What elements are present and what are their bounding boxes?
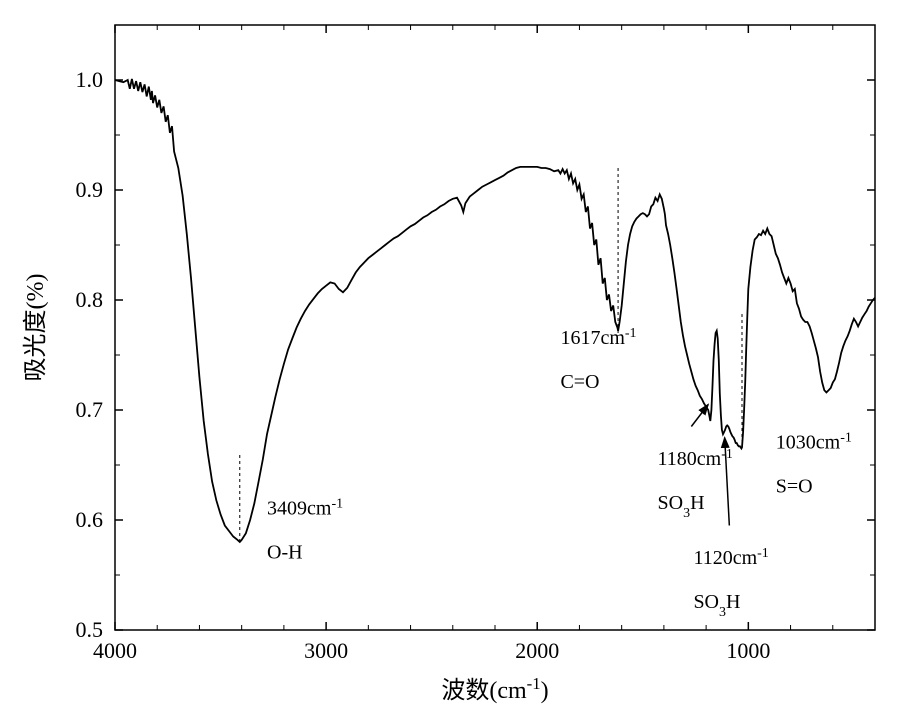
annotation-group: O-H <box>267 542 303 564</box>
annotation-wavenumber: 1617cm-1 <box>560 326 636 350</box>
x-tick-label: 1000 <box>726 638 770 663</box>
x-axis-title: 波数(cm-1) <box>441 674 548 705</box>
ir-spectrum-chart: 10002000300040000.50.60.70.80.91.0波数(cm-… <box>0 0 905 720</box>
annotation-wavenumber: 1180cm-1 <box>658 447 733 471</box>
annotation-wavenumber: 1120cm-1 <box>693 546 768 570</box>
y-tick-label: 0.8 <box>76 287 104 312</box>
y-axis-title: 吸光度(%) <box>22 274 49 382</box>
annotation-wavenumber: 3409cm-1 <box>267 496 343 520</box>
annotation-group: SO3H <box>658 492 705 521</box>
y-tick-label: 0.6 <box>76 507 104 532</box>
annotation-group: C=O <box>560 371 599 393</box>
y-tick-label: 0.9 <box>76 177 104 202</box>
annotation-group: SO3H <box>693 591 740 620</box>
spectrum-line <box>115 79 875 542</box>
annotation-arrow <box>691 405 708 427</box>
x-tick-label: 2000 <box>515 638 559 663</box>
y-tick-label: 0.5 <box>76 617 104 642</box>
annotation-group: S=O <box>776 476 813 498</box>
chart-svg: 10002000300040000.50.60.70.80.91.0波数(cm-… <box>0 0 905 720</box>
annotation-wavenumber: 1030cm-1 <box>776 430 852 454</box>
y-tick-label: 1.0 <box>76 67 104 92</box>
y-tick-label: 0.7 <box>76 397 104 422</box>
x-tick-label: 3000 <box>304 638 348 663</box>
